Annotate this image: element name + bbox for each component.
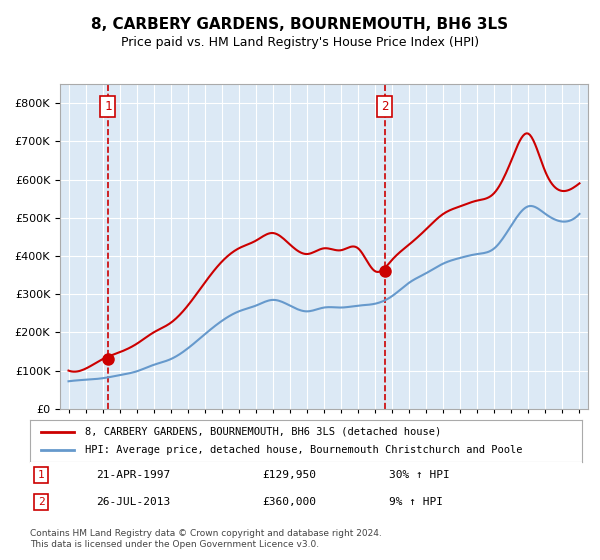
Text: HPI: Average price, detached house, Bournemouth Christchurch and Poole: HPI: Average price, detached house, Bour… (85, 445, 523, 455)
Text: 8, CARBERY GARDENS, BOURNEMOUTH, BH6 3LS: 8, CARBERY GARDENS, BOURNEMOUTH, BH6 3LS (91, 17, 509, 32)
Text: 1: 1 (38, 470, 44, 480)
Text: 1: 1 (104, 100, 112, 113)
Text: Contains HM Land Registry data © Crown copyright and database right 2024.
This d: Contains HM Land Registry data © Crown c… (30, 529, 382, 549)
Text: Price paid vs. HM Land Registry's House Price Index (HPI): Price paid vs. HM Land Registry's House … (121, 36, 479, 49)
Text: 9% ↑ HPI: 9% ↑ HPI (389, 497, 443, 507)
Text: 2: 2 (381, 100, 388, 113)
Text: 26-JUL-2013: 26-JUL-2013 (96, 497, 170, 507)
Text: 8, CARBERY GARDENS, BOURNEMOUTH, BH6 3LS (detached house): 8, CARBERY GARDENS, BOURNEMOUTH, BH6 3LS… (85, 427, 442, 437)
Text: £129,950: £129,950 (262, 470, 316, 480)
Text: 30% ↑ HPI: 30% ↑ HPI (389, 470, 449, 480)
Text: £360,000: £360,000 (262, 497, 316, 507)
Text: 2: 2 (38, 497, 44, 507)
Text: 21-APR-1997: 21-APR-1997 (96, 470, 170, 480)
